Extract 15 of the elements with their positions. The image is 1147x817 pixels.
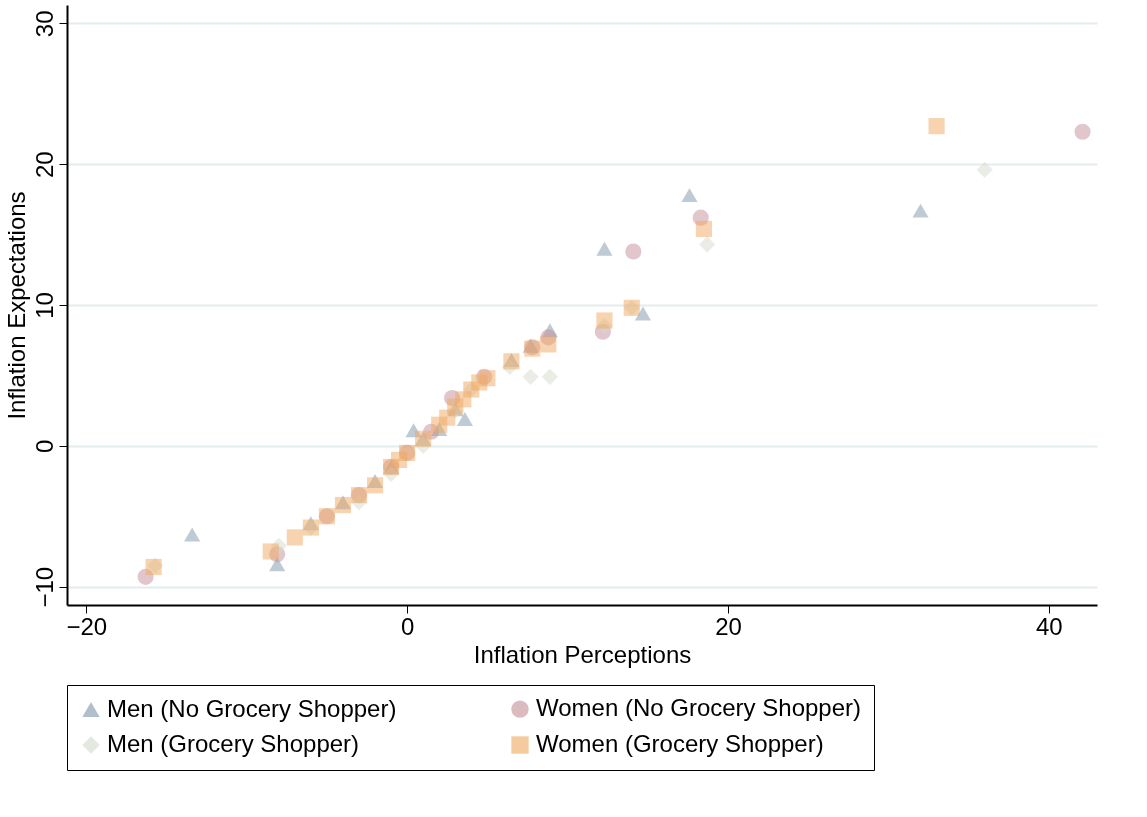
x-tick-label: 20	[715, 612, 742, 640]
x-tick-label: 40	[1036, 612, 1063, 640]
y-tick-label: 30	[30, 10, 58, 38]
x-tick-label: 0	[400, 612, 415, 640]
y-axis-title: Inflation Expectations	[2, 191, 30, 420]
legend-label: Men (Grocery Shopper)	[107, 730, 360, 757]
x-tick-label: −20	[66, 612, 108, 640]
y-tick-label: 10	[30, 292, 58, 319]
y-tick-label: −10	[30, 566, 58, 608]
y-tick-label: 0	[30, 439, 58, 454]
y-tick-label: 20	[30, 151, 58, 179]
x-axis-title: Inflation Perceptions	[473, 640, 692, 668]
legend-label: Women (No Grocery Shopper)	[536, 694, 862, 722]
legend-label: Women (Grocery Shopper)	[536, 730, 824, 757]
legend-label: Men (No Grocery Shopper)	[107, 694, 397, 722]
